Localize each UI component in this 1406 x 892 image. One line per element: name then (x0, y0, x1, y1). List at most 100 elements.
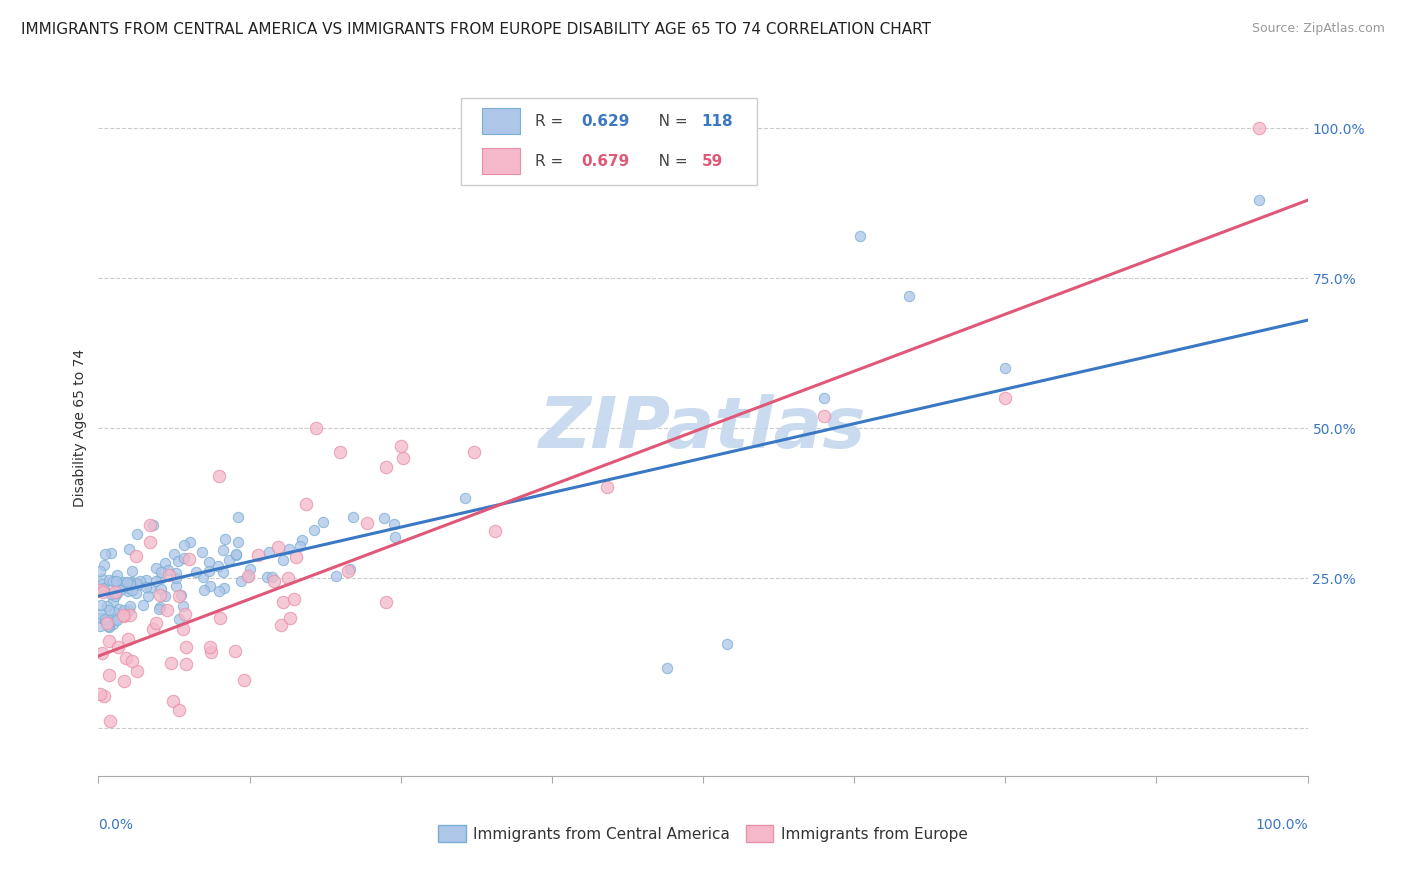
Point (163, 547, 186, 561)
Point (145, 615, 167, 630)
Point (125, 549, 148, 563)
Point (150, 565, 173, 579)
Point (103, 605, 125, 619)
Point (198, 640, 221, 654)
Point (121, 575, 143, 590)
Point (149, 589, 172, 603)
Point (101, 617, 124, 632)
Point (101, 594, 124, 608)
Point (98, 714, 121, 729)
Point (165, 571, 187, 585)
Point (179, 534, 201, 549)
FancyBboxPatch shape (482, 148, 520, 174)
Point (94, 547, 117, 561)
Point (142, 623, 165, 637)
Point (157, 567, 180, 582)
Point (257, 544, 280, 558)
Point (104, 576, 127, 591)
Point (169, 589, 191, 603)
Point (174, 607, 197, 621)
Point (93, 582, 115, 596)
Point (104, 612, 127, 626)
Point (191, 570, 214, 584)
Point (98, 634, 121, 648)
Point (375, 459, 398, 474)
Point (112, 607, 135, 622)
Point (120, 608, 142, 623)
Point (285, 550, 308, 565)
Point (1249, 121, 1271, 136)
Point (174, 657, 197, 671)
Point (224, 643, 246, 657)
Point (145, 574, 167, 589)
Point (114, 575, 136, 590)
Point (153, 590, 176, 604)
Point (994, 361, 1017, 376)
Point (263, 574, 285, 589)
Text: Source: ZipAtlas.com: Source: ZipAtlas.com (1251, 22, 1385, 36)
Point (305, 421, 328, 435)
Point (117, 632, 139, 646)
Point (127, 578, 149, 592)
Point (212, 582, 235, 596)
Point (118, 576, 141, 591)
Point (162, 693, 184, 707)
Point (139, 534, 162, 549)
Point (114, 651, 136, 665)
Point (117, 584, 139, 599)
Point (89, 619, 111, 633)
Point (212, 566, 235, 580)
Point (184, 565, 207, 579)
Point (105, 568, 128, 582)
Point (375, 595, 398, 609)
Point (117, 581, 139, 595)
Point (232, 673, 254, 687)
Point (198, 564, 221, 578)
Point (118, 603, 141, 617)
Point (212, 543, 235, 558)
Point (325, 569, 347, 583)
Point (169, 703, 191, 717)
Point (342, 510, 364, 524)
Point (193, 583, 215, 598)
Point (270, 618, 292, 632)
Text: 0.0%: 0.0% (98, 818, 134, 831)
Point (105, 585, 128, 599)
Point (129, 574, 152, 589)
Point (90, 646, 112, 660)
Point (118, 541, 141, 556)
Point (89, 564, 111, 578)
Point (172, 622, 194, 636)
Point (225, 547, 247, 561)
Point (277, 571, 299, 585)
Point (454, 491, 477, 506)
Point (90, 607, 112, 621)
Point (112, 603, 135, 617)
Point (125, 527, 148, 541)
Point (96, 614, 118, 628)
Point (104, 574, 127, 588)
Point (125, 575, 148, 590)
Point (191, 544, 214, 558)
Point (239, 562, 262, 576)
Point (97, 619, 120, 633)
Point (100, 587, 122, 601)
Text: 59: 59 (702, 153, 723, 169)
Text: 118: 118 (702, 113, 734, 128)
Text: 100.0%: 100.0% (1256, 818, 1308, 831)
Point (288, 540, 311, 554)
Point (226, 534, 249, 549)
Point (94, 613, 117, 627)
Point (173, 538, 195, 552)
Point (125, 664, 148, 678)
Point (139, 517, 162, 532)
Point (200, 644, 222, 658)
Text: N =: N = (644, 113, 692, 128)
Point (121, 654, 143, 668)
Point (155, 557, 177, 571)
Point (141, 518, 163, 533)
Point (170, 588, 193, 602)
Point (94, 612, 117, 626)
Point (110, 582, 132, 597)
Point (176, 640, 198, 654)
